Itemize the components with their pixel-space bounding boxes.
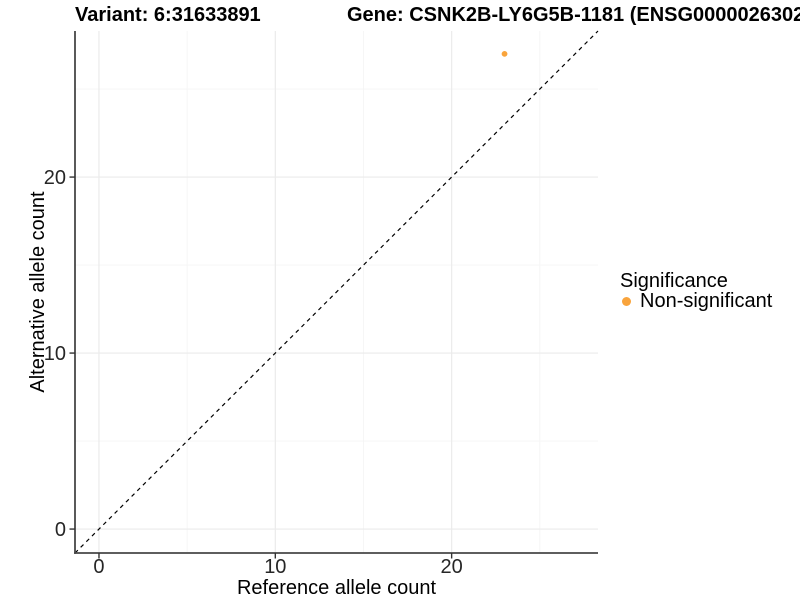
plot-title-variant: Variant: 6:31633891 xyxy=(75,4,261,26)
y-tick-label: 0 xyxy=(55,519,66,541)
y-tick-label: 20 xyxy=(44,167,66,189)
legend-title: Significance xyxy=(620,270,728,292)
x-axis-label: Reference allele count xyxy=(236,577,436,599)
x-tick-label: 20 xyxy=(441,556,463,578)
legend-item-label: Non-significant xyxy=(640,290,773,312)
data-point xyxy=(501,50,508,57)
y-tick-label: 10 xyxy=(44,343,66,365)
legend-point-swatch xyxy=(622,296,631,306)
plot-title-gene: Gene: CSNK2B-LY6G5B-1181 (ENSG0000026302 xyxy=(347,4,800,26)
legend-item-non-significant: Non-significant xyxy=(620,291,772,311)
x-tick-label: 0 xyxy=(93,556,104,578)
identity-dashed-line xyxy=(74,30,599,554)
legend: Significance Non-significant xyxy=(620,271,772,311)
y-axis-label: Alternative allele count xyxy=(27,191,49,393)
x-tick-label: 10 xyxy=(264,556,286,578)
